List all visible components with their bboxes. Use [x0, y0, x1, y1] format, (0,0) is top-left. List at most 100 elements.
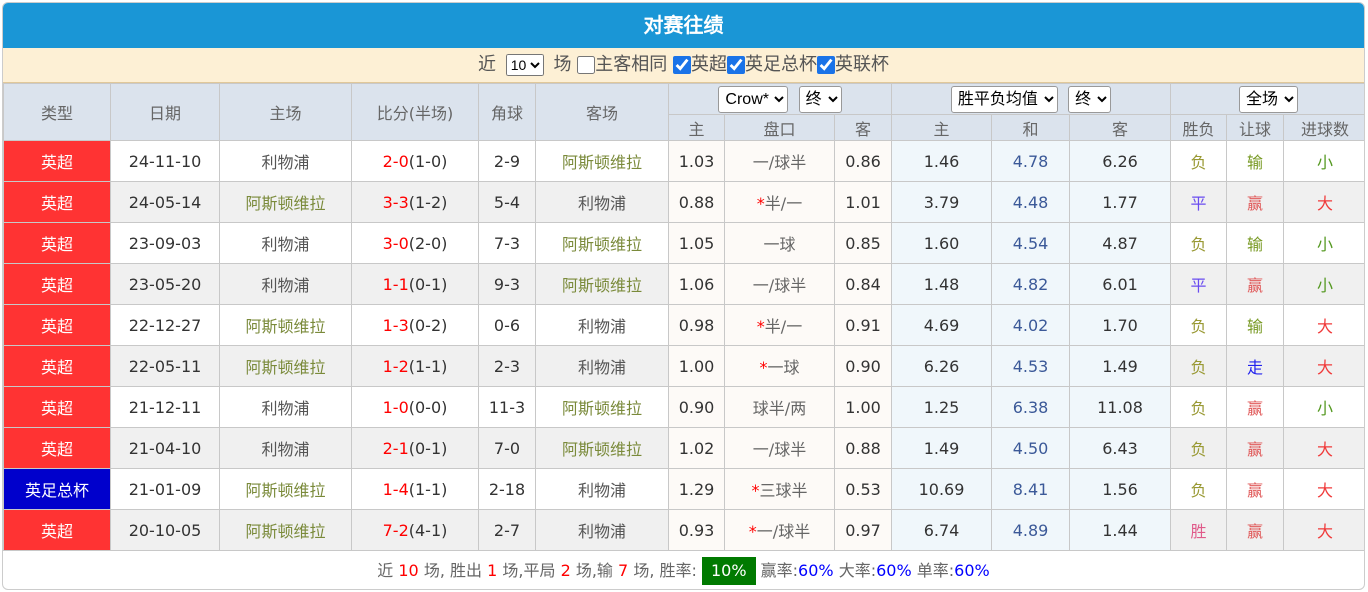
league-checkbox-fa-cup[interactable]	[726, 56, 745, 74]
draws-count: 2	[560, 561, 571, 580]
summary-text: 场,平局	[502, 561, 556, 580]
ah-home-odds: 0.88	[668, 181, 725, 223]
away-team[interactable]: 阿斯顿维拉	[535, 263, 669, 305]
result-win-loss: 负	[1170, 140, 1228, 182]
col-eu-home: 主	[891, 114, 992, 141]
away-team[interactable]: 利物浦	[535, 509, 669, 551]
league-type[interactable]: 英超	[3, 509, 111, 551]
away-team[interactable]: 阿斯顿维拉	[535, 386, 669, 428]
result-group: 全场	[1170, 83, 1364, 115]
match-count-select[interactable]: 10	[505, 54, 544, 76]
result-win-loss: 负	[1170, 427, 1228, 469]
league-type[interactable]: 英超	[3, 263, 111, 305]
result-win-loss: 负	[1170, 468, 1228, 510]
score[interactable]: 2-0(1-0)	[351, 140, 479, 182]
same-home-checkbox[interactable]	[577, 56, 596, 74]
away-handicap-star: *	[756, 194, 765, 213]
score[interactable]: 7-2(4-1)	[351, 509, 479, 551]
ah-line: 一球	[724, 222, 835, 264]
full-time-score: 2-1	[382, 438, 409, 458]
summary-text: 大率:	[838, 561, 877, 580]
eu-draw-odds: 4.53	[991, 345, 1070, 387]
league-type[interactable]: 英超	[3, 427, 111, 469]
match-date: 22-05-11	[110, 345, 220, 387]
col-date: 日期	[110, 83, 220, 141]
result-handicap: 赢	[1226, 181, 1285, 223]
home-team[interactable]: 阿斯顿维拉	[219, 304, 352, 346]
away-team[interactable]: 阿斯顿维拉	[535, 140, 669, 182]
half-time-score: (1-2)	[408, 192, 448, 212]
ah-home-odds: 0.93	[668, 509, 725, 551]
league-type[interactable]: 英超	[3, 304, 111, 346]
ah-time-select[interactable]: 终	[798, 85, 842, 113]
away-team[interactable]: 阿斯顿维拉	[535, 222, 669, 264]
home-team[interactable]: 利物浦	[219, 386, 352, 428]
ah-home-odds: 1.06	[668, 263, 725, 305]
league-type[interactable]: 英超	[3, 140, 111, 182]
full-time-score: 1-2	[382, 356, 409, 376]
league-type[interactable]: 英足总杯	[3, 468, 111, 510]
away-team[interactable]: 利物浦	[535, 304, 669, 346]
eu-draw-odds: 4.50	[991, 427, 1070, 469]
away-team[interactable]: 利物浦	[535, 345, 669, 387]
result-over-under: 大	[1283, 181, 1364, 223]
league-type[interactable]: 英超	[3, 222, 111, 264]
league-checkbox-league-cup[interactable]	[816, 56, 835, 74]
filter-bar: 近 10 场 主客相同 英超 英足总杯 英联杯	[3, 48, 1364, 83]
losses-count: 7	[618, 561, 629, 580]
eu-draw-odds: 4.78	[991, 140, 1070, 182]
result-win-loss: 平	[1170, 181, 1228, 223]
eu-odds-select[interactable]: 胜平负均值	[950, 85, 1058, 113]
score[interactable]: 1-4(1-1)	[351, 468, 479, 510]
col-score: 比分(半场)	[351, 83, 479, 141]
games-label: 场	[553, 54, 572, 75]
score[interactable]: 1-3(0-2)	[351, 304, 479, 346]
home-team[interactable]: 利物浦	[219, 263, 352, 305]
away-team[interactable]: 阿斯顿维拉	[535, 427, 669, 469]
score[interactable]: 2-1(0-1)	[351, 427, 479, 469]
away-team[interactable]: 利物浦	[535, 181, 669, 223]
league-type[interactable]: 英超	[3, 181, 111, 223]
company-select[interactable]: Crow*	[718, 85, 789, 113]
period-select[interactable]: 全场	[1239, 85, 1299, 113]
col-ah-home: 主	[668, 114, 725, 141]
score[interactable]: 3-3(1-2)	[351, 181, 479, 223]
full-time-score: 7-2	[382, 520, 409, 540]
corners: 0-6	[478, 304, 536, 346]
home-team[interactable]: 阿斯顿维拉	[219, 345, 352, 387]
away-handicap-star: *	[748, 522, 757, 541]
col-type: 类型	[3, 83, 111, 141]
score[interactable]: 1-0(0-0)	[351, 386, 479, 428]
away-handicap-star: *	[759, 358, 768, 377]
col-result-ah: 让球	[1226, 114, 1285, 141]
result-over-under: 大	[1283, 304, 1364, 346]
eu-away-odds: 1.49	[1068, 345, 1172, 387]
away-team[interactable]: 利物浦	[535, 468, 669, 510]
home-team[interactable]: 利物浦	[219, 140, 352, 182]
result-handicap: 赢	[1226, 263, 1285, 305]
home-team[interactable]: 阿斯顿维拉	[219, 181, 352, 223]
ah-away-odds: 1.00	[834, 386, 892, 428]
result-handicap: 输	[1226, 140, 1285, 182]
ah-home-odds: 0.90	[668, 386, 725, 428]
summary-text: 近	[377, 561, 394, 580]
score[interactable]: 3-0(2-0)	[351, 222, 479, 264]
home-team[interactable]: 阿斯顿维拉	[219, 509, 352, 551]
home-team[interactable]: 利物浦	[219, 427, 352, 469]
league-type[interactable]: 英超	[3, 386, 111, 428]
ah-home-odds: 0.98	[668, 304, 725, 346]
home-team[interactable]: 利物浦	[219, 222, 352, 264]
match-date: 22-12-27	[110, 304, 220, 346]
score[interactable]: 1-2(1-1)	[351, 345, 479, 387]
home-team[interactable]: 阿斯顿维拉	[219, 468, 352, 510]
ah-line-text: 一/球半	[752, 440, 807, 459]
eu-time-select[interactable]: 终	[1068, 85, 1112, 113]
col-ah-line: 盘口	[724, 114, 835, 141]
ah-line-text: 三球半	[759, 481, 808, 500]
eu-home-odds: 1.25	[891, 386, 992, 428]
score[interactable]: 1-1(0-1)	[351, 263, 479, 305]
away-handicap-star: *	[751, 481, 760, 500]
league-type[interactable]: 英超	[3, 345, 111, 387]
col-eu-draw: 和	[991, 114, 1070, 141]
league-checkbox-premier[interactable]	[672, 56, 691, 74]
